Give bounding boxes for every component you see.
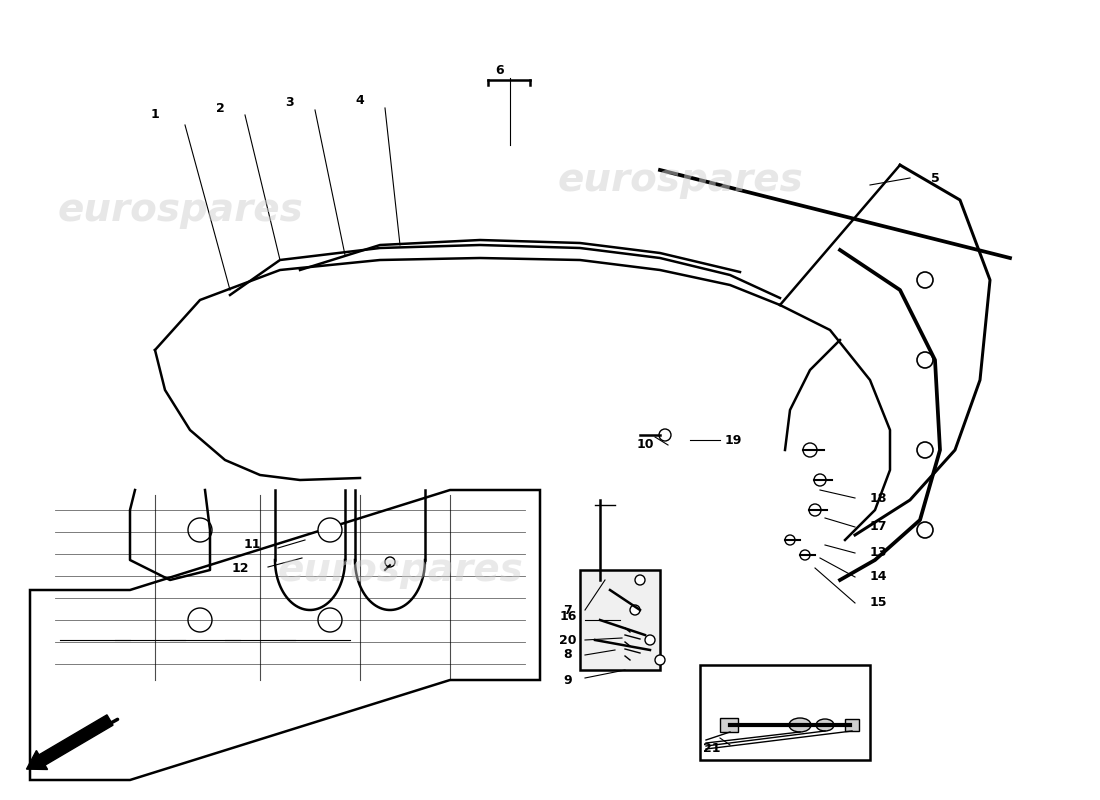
Text: 11: 11 <box>243 538 261 551</box>
Circle shape <box>800 550 810 560</box>
Text: 20: 20 <box>559 634 576 646</box>
Text: 16: 16 <box>559 610 576 623</box>
Text: 2: 2 <box>216 102 224 114</box>
Bar <box>580 570 660 670</box>
Text: eurospares: eurospares <box>57 191 303 229</box>
Circle shape <box>654 655 666 665</box>
Circle shape <box>917 272 933 288</box>
Text: 15: 15 <box>869 597 887 610</box>
Ellipse shape <box>816 719 834 731</box>
Circle shape <box>630 605 640 615</box>
Polygon shape <box>30 490 540 780</box>
Ellipse shape <box>789 718 811 732</box>
Text: 14: 14 <box>869 570 887 583</box>
Circle shape <box>188 608 212 632</box>
Circle shape <box>645 635 654 645</box>
Text: 12: 12 <box>231 562 249 574</box>
Text: 4: 4 <box>355 94 364 106</box>
Text: 9: 9 <box>563 674 572 686</box>
Text: 18: 18 <box>869 491 887 505</box>
Circle shape <box>318 518 342 542</box>
Text: 21: 21 <box>703 742 720 754</box>
Text: 10: 10 <box>636 438 653 451</box>
Circle shape <box>917 522 933 538</box>
Circle shape <box>385 557 395 567</box>
Circle shape <box>635 575 645 585</box>
Text: 17: 17 <box>869 521 887 534</box>
Circle shape <box>785 535 795 545</box>
Circle shape <box>188 518 212 542</box>
Circle shape <box>808 504 821 516</box>
Bar <box>845 719 859 731</box>
FancyArrow shape <box>26 715 113 770</box>
Text: eurospares: eurospares <box>277 551 522 589</box>
Circle shape <box>814 474 826 486</box>
Circle shape <box>917 442 933 458</box>
Text: 5: 5 <box>931 171 939 185</box>
Text: 13: 13 <box>869 546 887 559</box>
Bar <box>700 665 870 760</box>
Text: eurospares: eurospares <box>557 161 803 199</box>
Text: 1: 1 <box>151 109 160 122</box>
Text: 8: 8 <box>563 649 572 662</box>
Bar <box>720 718 738 732</box>
Circle shape <box>318 608 342 632</box>
Text: 7: 7 <box>563 603 572 617</box>
Circle shape <box>659 429 671 441</box>
Text: 6: 6 <box>496 63 504 77</box>
Circle shape <box>803 443 817 457</box>
Text: 19: 19 <box>724 434 741 446</box>
Circle shape <box>917 352 933 368</box>
Text: 3: 3 <box>286 97 295 110</box>
